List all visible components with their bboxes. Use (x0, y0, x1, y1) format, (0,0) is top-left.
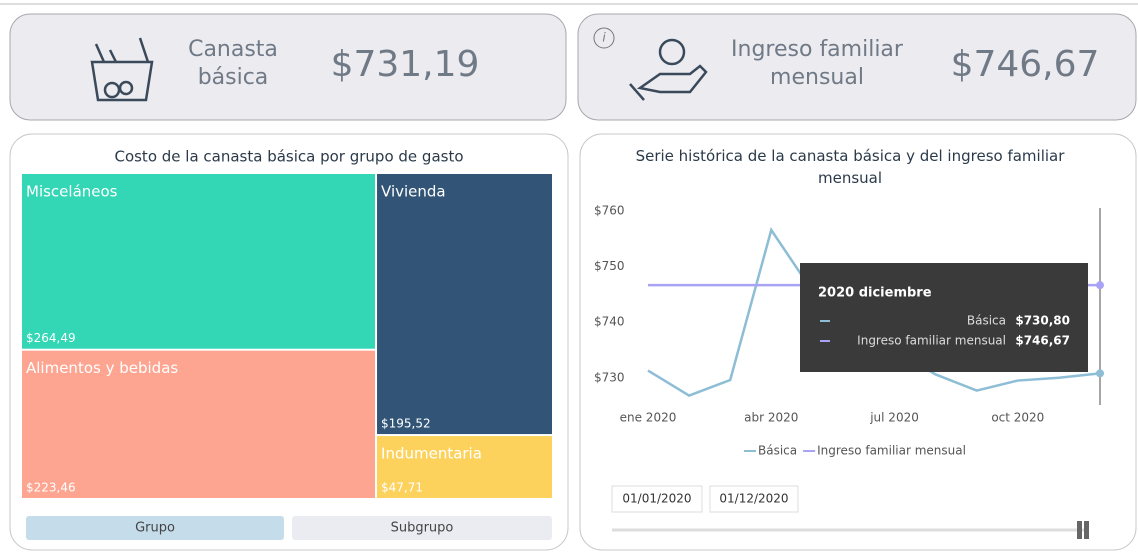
date-text: 01/01/2020 (622, 492, 691, 506)
card-label: Canasta básica (188, 37, 278, 90)
chart-title: Serie histórica de la canasta básica y d… (635, 147, 1065, 187)
tile-label: Vivienda (381, 183, 446, 201)
x-tick-label: abr 2020 (744, 411, 798, 425)
legend-label: Básica (758, 444, 797, 458)
treemap-tile (22, 350, 376, 498)
treemap-tile (22, 174, 376, 349)
treemap-tile (377, 436, 552, 498)
hand-coin-icon (629, 38, 708, 101)
date-input[interactable] (611, 485, 703, 513)
tooltip-title: 2020 diciembre (818, 286, 932, 301)
tooltip-value: $746,67 (1015, 334, 1070, 348)
tooltip-value: $730,80 (1015, 314, 1070, 328)
tile-value: $264,49 (26, 331, 76, 345)
slider-handle[interactable] (1084, 521, 1089, 539)
y-tick-label: $740 (594, 315, 625, 329)
basket-icon (90, 37, 154, 102)
card-value: $746,67 (950, 44, 1100, 85)
info-glyph: i (602, 31, 606, 45)
tile-value: $223,46 (26, 481, 76, 495)
card-value: $731,19 (330, 44, 480, 85)
button-label: Subgrupo (391, 521, 454, 536)
date-text: 01/12/2020 (719, 492, 788, 506)
info-icon[interactable] (593, 27, 615, 49)
tile-label: Alimentos y bebidas (26, 359, 178, 377)
tile-label: Indumentaria (381, 445, 482, 463)
hover-dot (1096, 369, 1104, 378)
tile-value: $47,71 (381, 481, 423, 495)
x-tick-label: jul 2020 (869, 411, 919, 425)
y-tick-label: $730 (594, 370, 625, 384)
toggle-button[interactable] (292, 516, 552, 540)
tile-label: Misceláneos (26, 183, 118, 201)
tooltip-name: Básica (967, 314, 1006, 328)
toggle-button[interactable] (26, 516, 284, 540)
y-tick-label: $760 (594, 204, 625, 218)
button-label: Grupo (135, 521, 175, 536)
chart-title: Costo de la canasta básica por grupo de … (114, 148, 463, 166)
tooltip (800, 263, 1088, 372)
x-tick-label: oct 2020 (991, 411, 1044, 425)
treemap-tile (377, 174, 552, 435)
card (9, 13, 567, 121)
x-tick-label: ene 2020 (620, 411, 677, 425)
card-label: Ingreso familiar mensual (731, 37, 903, 90)
y-tick-label: $750 (594, 259, 625, 273)
card (577, 13, 1137, 121)
tile-value: $195,52 (381, 417, 431, 431)
tooltip-name: Ingreso familiar mensual (857, 334, 1006, 348)
date-input[interactable] (709, 485, 799, 513)
hover-dot (1096, 281, 1104, 290)
legend-label: Ingreso familiar mensual (817, 444, 966, 458)
slider-handle[interactable] (1077, 521, 1082, 539)
